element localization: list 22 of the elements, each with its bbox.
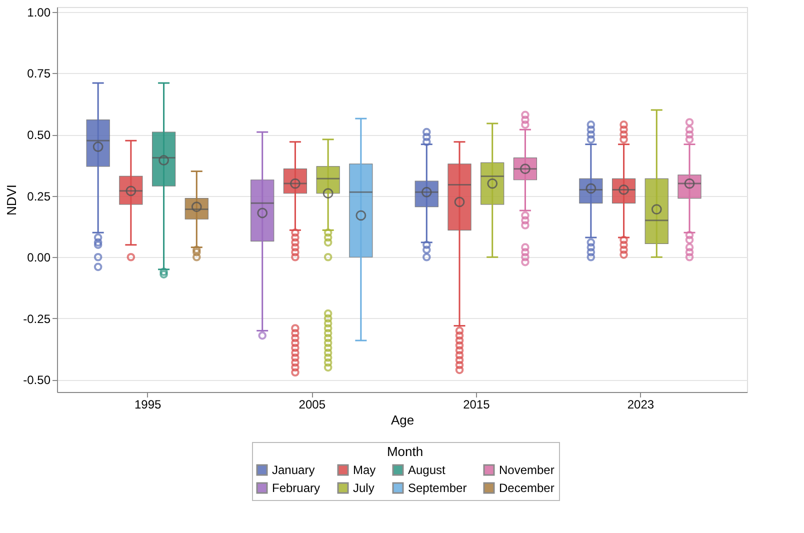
x-tick-label: 2005 (298, 398, 326, 412)
x-axis-title: Age (390, 412, 414, 428)
y-tick-label: -0.50 (23, 373, 51, 388)
y-tick-label: 1.00 (27, 5, 51, 20)
legend-label: July (353, 481, 374, 495)
legend-label: November (499, 463, 554, 477)
y-tick-label: -0.25 (23, 312, 51, 326)
legend-label: December (499, 481, 554, 495)
y-tick-label: 0.00 (27, 250, 51, 265)
legend-label: September (408, 481, 467, 495)
y-tick-label: 0.25 (27, 189, 51, 204)
y-tick-label: 0.75 (27, 66, 51, 81)
x-tick-label: 1995 (134, 398, 162, 412)
legend-label: May (353, 463, 376, 477)
legend-title: Month (386, 444, 424, 459)
x-tick-label: 2015 (463, 398, 490, 412)
y-tick-label: 0.50 (27, 128, 51, 142)
x-tick-label: 2023 (627, 398, 654, 412)
y-axis-title: NDVI (4, 184, 20, 216)
legend-label: January (272, 463, 315, 477)
legend-label: August (408, 463, 446, 477)
legend-label: February (272, 481, 320, 495)
